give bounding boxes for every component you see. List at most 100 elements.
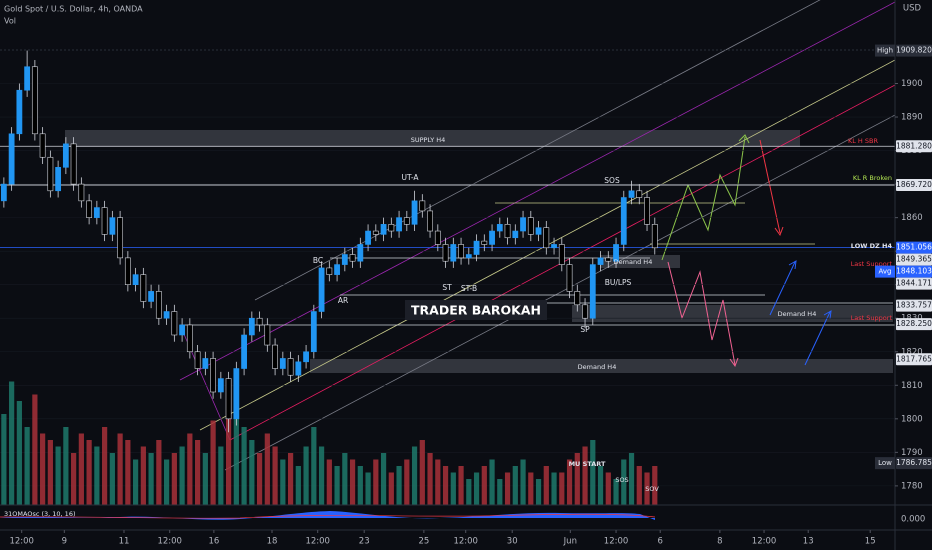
volume-bar bbox=[504, 472, 511, 505]
volume-bar bbox=[528, 472, 534, 505]
volume-bar bbox=[249, 440, 255, 505]
candle-body bbox=[256, 317, 263, 326]
volume-bar bbox=[55, 446, 61, 505]
volume-bar bbox=[16, 401, 22, 505]
volume-bar bbox=[179, 446, 185, 505]
chart-subtitle: Vol bbox=[4, 17, 16, 26]
price-tag-label: Low bbox=[878, 459, 892, 467]
price-tag-label: Avg bbox=[879, 268, 892, 276]
volume-bar bbox=[241, 427, 247, 505]
candle-body bbox=[458, 244, 464, 259]
volume-bar bbox=[419, 440, 425, 505]
candle-body bbox=[171, 311, 178, 336]
volume-bar bbox=[458, 466, 464, 505]
channel-line bbox=[254, 0, 821, 301]
price-tag-label: High bbox=[877, 47, 893, 55]
candle-body bbox=[55, 167, 62, 192]
x-tick-label: 15 bbox=[865, 537, 876, 547]
candle-body bbox=[504, 224, 511, 239]
volume-bar bbox=[481, 466, 487, 505]
volume-bar bbox=[47, 440, 53, 505]
price-badge bbox=[896, 140, 932, 153]
candle-body bbox=[225, 378, 232, 420]
candle-body bbox=[39, 133, 46, 158]
volume-bar bbox=[1, 414, 7, 505]
volume-bar bbox=[543, 466, 549, 505]
candle-body bbox=[140, 274, 147, 302]
volume-bar bbox=[597, 466, 604, 505]
candle-body bbox=[527, 217, 534, 235]
volume-bar bbox=[187, 433, 193, 505]
volume-bar bbox=[473, 472, 480, 505]
candle-body bbox=[264, 324, 271, 346]
y-tick-label: 1900 bbox=[901, 79, 923, 89]
candle-body bbox=[551, 244, 557, 249]
y-tick-label: 1790 bbox=[901, 448, 923, 458]
annotation: SOV bbox=[645, 485, 659, 493]
demand-zone bbox=[572, 305, 893, 322]
price-badge bbox=[896, 299, 932, 312]
arrow-head bbox=[774, 226, 784, 237]
volume-bar bbox=[442, 466, 449, 505]
x-tick-label: 12:00 bbox=[453, 537, 478, 547]
currency: USD bbox=[903, 4, 922, 14]
volume-bar bbox=[404, 459, 410, 505]
volume-bar bbox=[318, 446, 325, 505]
volume-bar bbox=[133, 459, 139, 505]
candle-body bbox=[357, 244, 364, 262]
volume-bar bbox=[194, 440, 201, 505]
volume-bar bbox=[636, 466, 642, 505]
price-badge bbox=[896, 277, 932, 290]
volume-bar bbox=[225, 407, 232, 505]
candle-body bbox=[124, 257, 131, 285]
candle-body bbox=[380, 224, 387, 235]
candle-body bbox=[132, 274, 139, 285]
volume-bar bbox=[287, 453, 294, 505]
x-tick-label: 30 bbox=[507, 537, 518, 547]
volume-bar bbox=[148, 453, 154, 505]
supply-zone bbox=[65, 130, 800, 147]
candle-body bbox=[78, 183, 85, 202]
annotation: UT-A bbox=[401, 173, 419, 182]
chart-title: Gold Spot / U.S. Dollar, 4h, OANDA bbox=[4, 5, 143, 14]
price-badge-label: 1869.720 bbox=[896, 180, 932, 189]
candle-body bbox=[419, 200, 426, 212]
y-tick-label: 1820 bbox=[901, 347, 923, 357]
candle-body bbox=[233, 368, 240, 420]
candle-body bbox=[558, 244, 565, 265]
arrow-head bbox=[823, 310, 832, 320]
volume-bar bbox=[71, 453, 77, 505]
x-tick-label: 9 bbox=[62, 537, 67, 547]
annotation: ST-B bbox=[461, 284, 477, 293]
candle-body bbox=[109, 217, 116, 235]
price-tag bbox=[875, 457, 895, 470]
arrow-head bbox=[729, 357, 739, 368]
x-tick-label: 12:00 bbox=[604, 537, 629, 547]
price-badge bbox=[896, 318, 932, 331]
volume-bar bbox=[202, 453, 208, 505]
x-tick-label: 12:00 bbox=[305, 537, 330, 547]
volume-bar bbox=[435, 459, 441, 505]
candle-body bbox=[318, 267, 325, 312]
volume-bar bbox=[652, 466, 658, 505]
y-tick-label: 1890 bbox=[901, 113, 923, 123]
volume-bar bbox=[497, 479, 503, 505]
candle-body bbox=[93, 207, 100, 218]
annotation: Demand H4 bbox=[614, 258, 653, 266]
annotation: MU START bbox=[569, 460, 606, 468]
candle-body bbox=[597, 257, 604, 265]
candle-body bbox=[248, 317, 255, 336]
volume-bar bbox=[311, 427, 317, 505]
volume-bar bbox=[551, 472, 557, 505]
y-tick-label: 1860 bbox=[901, 213, 923, 223]
x-tick-label: 12:00 bbox=[752, 537, 777, 547]
candle-body bbox=[396, 217, 402, 232]
x-tick-label: 6 bbox=[657, 537, 662, 547]
x-tick-label: 12:00 bbox=[157, 537, 182, 547]
candle-body bbox=[0, 183, 7, 202]
candle-body bbox=[349, 254, 356, 262]
volume-bar bbox=[63, 427, 69, 505]
arrow-head bbox=[738, 134, 750, 144]
